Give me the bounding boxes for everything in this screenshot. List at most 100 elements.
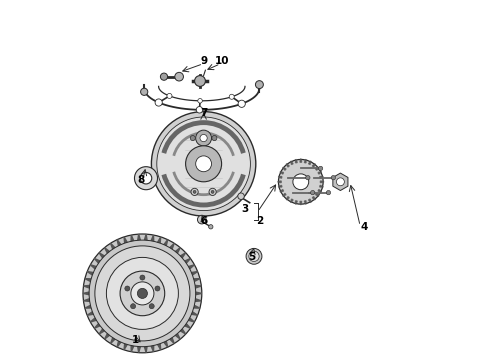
Polygon shape xyxy=(280,189,284,192)
Polygon shape xyxy=(151,346,154,352)
Polygon shape xyxy=(124,344,127,350)
Circle shape xyxy=(175,72,183,81)
Polygon shape xyxy=(312,164,315,167)
Polygon shape xyxy=(164,240,168,246)
Polygon shape xyxy=(138,346,141,353)
Circle shape xyxy=(331,176,336,180)
Polygon shape xyxy=(145,346,147,353)
Polygon shape xyxy=(278,181,281,183)
Polygon shape xyxy=(195,299,201,301)
Circle shape xyxy=(191,188,198,195)
Polygon shape xyxy=(280,172,284,174)
Text: 2: 2 xyxy=(256,216,263,226)
Circle shape xyxy=(198,99,202,103)
Circle shape xyxy=(155,286,160,291)
Polygon shape xyxy=(87,312,94,315)
Circle shape xyxy=(151,112,256,216)
Polygon shape xyxy=(83,292,89,295)
Circle shape xyxy=(196,130,212,146)
Text: 5: 5 xyxy=(248,252,256,262)
Circle shape xyxy=(149,304,154,309)
Polygon shape xyxy=(83,299,90,301)
Polygon shape xyxy=(318,189,322,192)
Circle shape xyxy=(167,94,172,99)
Polygon shape xyxy=(175,334,180,339)
Polygon shape xyxy=(278,176,282,178)
Circle shape xyxy=(200,135,207,142)
Circle shape xyxy=(255,81,263,89)
Polygon shape xyxy=(286,197,289,200)
Circle shape xyxy=(311,190,315,195)
Polygon shape xyxy=(309,161,311,165)
Polygon shape xyxy=(164,341,168,347)
Polygon shape xyxy=(316,167,319,170)
Circle shape xyxy=(212,135,217,141)
Circle shape xyxy=(140,275,145,280)
Polygon shape xyxy=(99,329,104,334)
Circle shape xyxy=(141,88,148,95)
Polygon shape xyxy=(192,271,197,275)
Circle shape xyxy=(229,94,234,99)
Circle shape xyxy=(106,257,178,329)
Circle shape xyxy=(130,304,136,309)
Polygon shape xyxy=(304,201,306,204)
Polygon shape xyxy=(95,258,100,263)
Circle shape xyxy=(134,167,157,190)
Polygon shape xyxy=(85,279,91,282)
Polygon shape xyxy=(83,285,90,288)
Polygon shape xyxy=(300,159,302,162)
Polygon shape xyxy=(291,199,293,203)
Text: 10: 10 xyxy=(214,56,229,66)
Circle shape xyxy=(186,146,221,182)
Text: 8: 8 xyxy=(137,175,144,185)
Polygon shape xyxy=(95,324,100,328)
Polygon shape xyxy=(85,305,91,308)
Polygon shape xyxy=(87,271,94,275)
Polygon shape xyxy=(283,167,286,170)
Polygon shape xyxy=(316,193,319,196)
Polygon shape xyxy=(192,312,197,315)
Polygon shape xyxy=(196,292,202,295)
Circle shape xyxy=(238,193,245,199)
Circle shape xyxy=(120,271,165,316)
Circle shape xyxy=(238,100,245,107)
Polygon shape xyxy=(304,159,306,163)
Polygon shape xyxy=(295,159,297,163)
Polygon shape xyxy=(320,181,324,183)
Polygon shape xyxy=(291,161,293,165)
Polygon shape xyxy=(104,334,109,339)
Circle shape xyxy=(190,135,196,141)
Polygon shape xyxy=(309,199,311,203)
Circle shape xyxy=(278,159,323,204)
Circle shape xyxy=(293,174,309,190)
Circle shape xyxy=(155,99,162,106)
Polygon shape xyxy=(195,285,201,288)
Polygon shape xyxy=(278,185,282,187)
Polygon shape xyxy=(138,234,141,240)
Circle shape xyxy=(195,76,205,86)
Polygon shape xyxy=(117,341,121,347)
Circle shape xyxy=(211,190,214,193)
Circle shape xyxy=(326,190,331,195)
Polygon shape xyxy=(300,202,302,205)
Polygon shape xyxy=(286,164,289,167)
Circle shape xyxy=(196,156,212,172)
Polygon shape xyxy=(180,253,186,258)
Circle shape xyxy=(197,215,206,224)
Polygon shape xyxy=(151,235,154,241)
Polygon shape xyxy=(189,318,195,322)
Polygon shape xyxy=(90,265,97,269)
Polygon shape xyxy=(185,324,191,328)
Circle shape xyxy=(89,240,196,347)
Circle shape xyxy=(83,234,202,353)
Circle shape xyxy=(318,166,323,171)
Polygon shape xyxy=(283,193,286,196)
Circle shape xyxy=(95,246,190,341)
Polygon shape xyxy=(170,338,174,343)
Polygon shape xyxy=(194,279,200,282)
Circle shape xyxy=(160,73,168,80)
Polygon shape xyxy=(90,318,97,322)
Circle shape xyxy=(125,286,130,291)
Polygon shape xyxy=(318,172,322,174)
Polygon shape xyxy=(189,265,195,269)
